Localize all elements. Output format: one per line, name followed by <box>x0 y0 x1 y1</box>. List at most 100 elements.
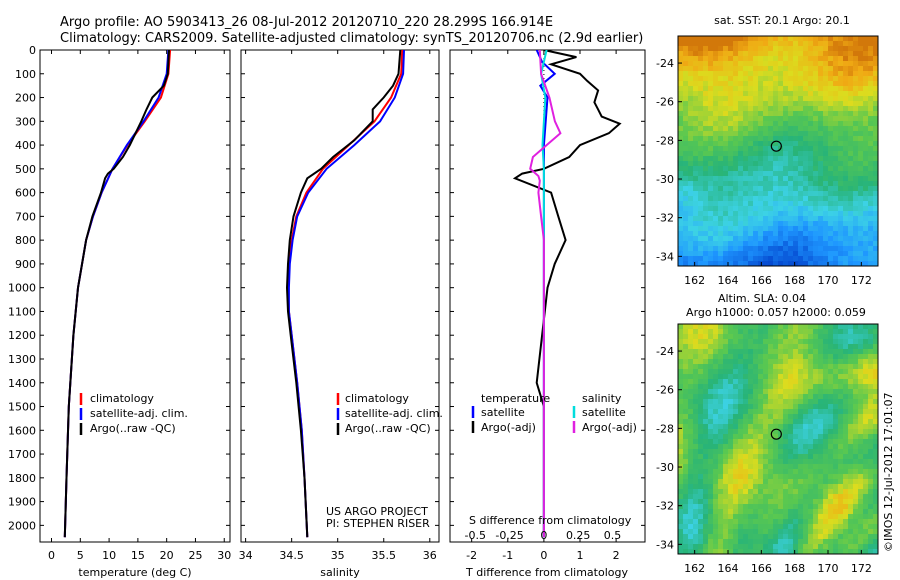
map-cell <box>718 444 724 450</box>
map-cell <box>748 439 754 445</box>
map-cell <box>678 81 684 87</box>
map-cell <box>793 409 799 415</box>
map-cell <box>743 479 749 485</box>
map-cell <box>768 444 774 450</box>
map-cell <box>698 161 704 167</box>
map-cell <box>753 459 759 465</box>
map-cell <box>698 369 704 375</box>
map-cell <box>818 379 824 385</box>
map-cell <box>798 524 804 530</box>
map-cell <box>868 111 874 117</box>
map-cell <box>848 459 854 465</box>
map-cell <box>703 231 709 237</box>
map-cell <box>858 176 864 182</box>
map-cell <box>778 71 784 77</box>
map-cell <box>733 424 739 430</box>
map-cell <box>808 51 814 57</box>
map-cell <box>693 524 699 530</box>
map-cell <box>803 111 809 117</box>
map-cell <box>708 524 714 530</box>
map-cell <box>863 186 869 192</box>
map-cell <box>788 66 794 72</box>
map-cell <box>778 36 784 42</box>
map-cell <box>838 534 844 540</box>
map-cell <box>698 384 704 390</box>
map-cell <box>813 221 819 227</box>
map-cell <box>853 76 859 82</box>
map-cell <box>733 86 739 92</box>
map-x-tick-label: 170 <box>818 562 839 575</box>
map-cell <box>813 251 819 257</box>
map-cell <box>768 504 774 510</box>
map-cell <box>708 354 714 360</box>
map-cell <box>843 334 849 340</box>
map-cell <box>758 66 764 72</box>
map-cell <box>843 121 849 127</box>
map-cell <box>743 186 749 192</box>
map-cell <box>853 469 859 475</box>
map-cell <box>818 344 824 350</box>
profile-location-marker <box>770 140 782 152</box>
map-cell <box>708 429 714 435</box>
map-cell <box>778 51 784 57</box>
map-cell <box>868 41 874 47</box>
map-cell <box>798 251 804 257</box>
map-cell <box>848 141 854 147</box>
map-cell <box>798 136 804 142</box>
map-cell <box>803 211 809 217</box>
map-cell <box>768 379 774 385</box>
map-cell <box>873 519 879 525</box>
map-cell <box>873 91 879 97</box>
map-cell <box>763 101 769 107</box>
map-cell <box>783 41 789 47</box>
map-cell <box>763 216 769 222</box>
map-cell <box>693 201 699 207</box>
map-cell <box>698 399 704 405</box>
map-cell <box>833 106 839 112</box>
map-cell <box>798 429 804 435</box>
map-cell <box>718 161 724 167</box>
map-cell <box>708 404 714 410</box>
map-cell <box>838 509 844 515</box>
map-cell <box>728 111 734 117</box>
map-cell <box>748 91 754 97</box>
map-cell <box>733 544 739 550</box>
map-cell <box>743 454 749 460</box>
map-cell <box>818 449 824 455</box>
map-cell <box>723 334 729 340</box>
map-cell <box>678 504 684 510</box>
map-cell <box>838 251 844 257</box>
map-cell <box>863 334 869 340</box>
map-cell <box>748 126 754 132</box>
map-cell <box>833 256 839 262</box>
map-cell <box>778 544 784 550</box>
map-cell <box>698 499 704 505</box>
map-cell <box>823 46 829 52</box>
map-cell <box>713 349 719 355</box>
map-cell <box>783 46 789 52</box>
map-cell <box>813 181 819 187</box>
map-cell <box>873 434 879 440</box>
map-cell <box>793 509 799 515</box>
map-cell <box>753 201 759 207</box>
map-cell <box>723 354 729 360</box>
map-cell <box>863 414 869 420</box>
map-cell <box>868 394 874 400</box>
map-cell <box>818 424 824 430</box>
map-cell <box>818 404 824 410</box>
map-cell <box>708 236 714 242</box>
map-cell <box>863 56 869 62</box>
map-cell <box>723 96 729 102</box>
map-cell <box>718 529 724 535</box>
map-cell <box>753 489 759 495</box>
map-cell <box>793 156 799 162</box>
map-cell <box>693 246 699 252</box>
map-cell <box>853 414 859 420</box>
map-cell <box>708 514 714 520</box>
map-cell <box>783 56 789 62</box>
map-cell <box>773 499 779 505</box>
map-cell <box>683 539 689 545</box>
x-tick-label: 30 <box>217 549 231 562</box>
legend-argo: Argo(..raw -QC) <box>345 422 431 435</box>
map-cell <box>743 519 749 525</box>
